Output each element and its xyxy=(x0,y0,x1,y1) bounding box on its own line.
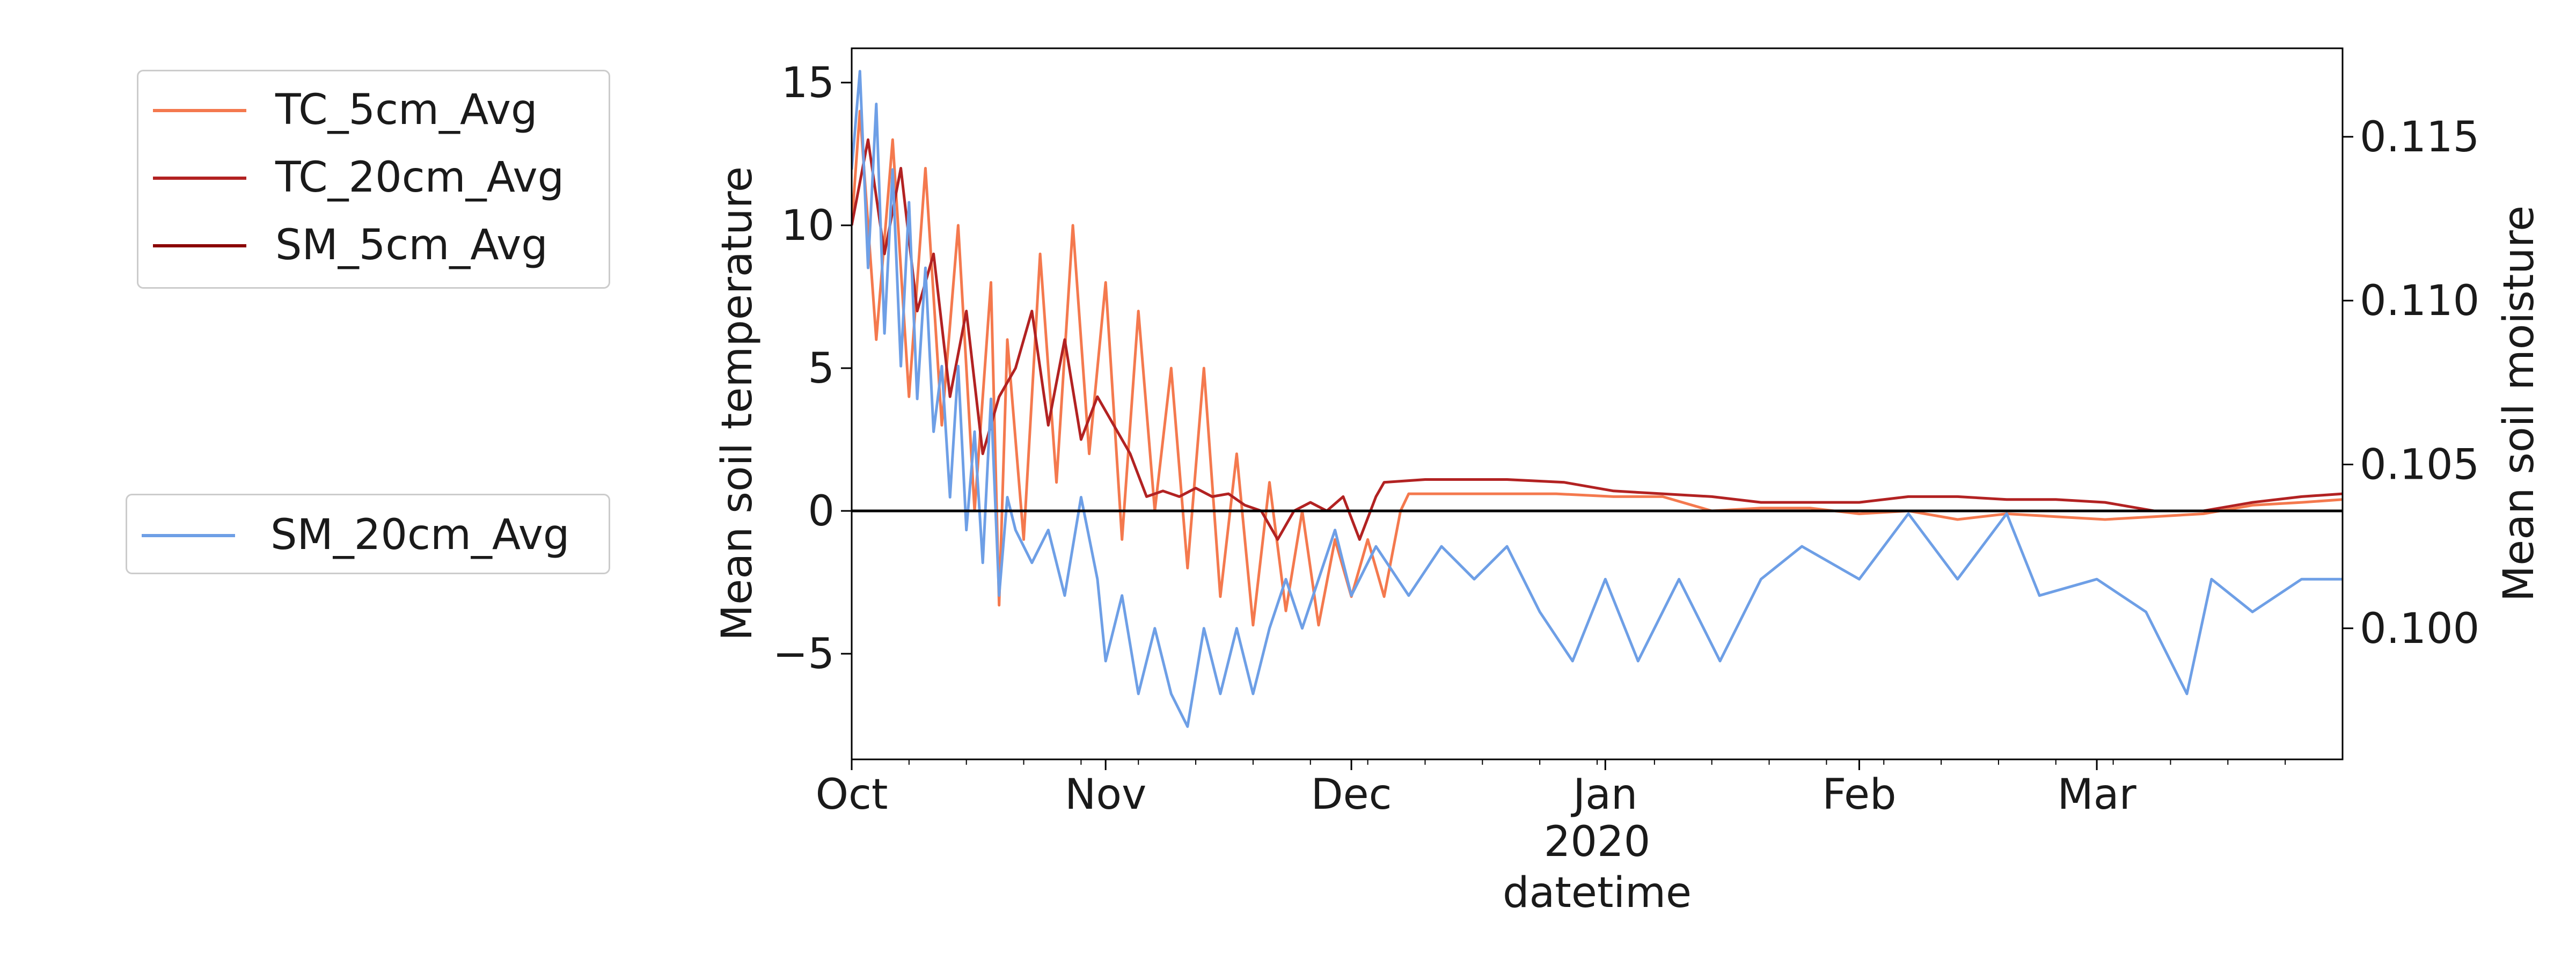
y-left-tick-label: 0 xyxy=(808,487,835,536)
legend-temperature: TC_5cm_Avg TC_20cm_Avg SM_5cm_Avg xyxy=(137,70,610,289)
y-left-tick-label: 5 xyxy=(808,345,835,393)
y-right-tick-label: 0.110 xyxy=(2360,277,2479,325)
legend-label-tc-20cm: TC_20cm_Avg xyxy=(275,153,565,202)
y-left-tick-label: −5 xyxy=(773,630,835,678)
x-tick-label: Mar xyxy=(2058,771,2137,819)
x-tick-label: Dec xyxy=(1311,771,1392,819)
x-tick-label: Jan xyxy=(1570,771,1637,819)
legend-swatch-sm-5cm xyxy=(153,244,246,247)
x-axis-year-label: 2020 xyxy=(1544,818,1651,866)
y-axis-right-title: Mean soil moisture xyxy=(2495,206,2543,602)
legend-item-tc-5cm: TC_5cm_Avg xyxy=(138,77,609,144)
y-right-tick-label: 0.115 xyxy=(2360,113,2479,162)
y-right-tick-label: 0.105 xyxy=(2360,441,2479,489)
series-layer xyxy=(852,70,2343,728)
x-axis-title: datetime xyxy=(1503,869,1692,917)
legend-item-sm-5cm: SM_5cm_Avg xyxy=(138,212,609,280)
legend-swatch-sm-20cm xyxy=(142,534,235,537)
legend-swatch-tc-20cm xyxy=(153,177,246,180)
legend-swatch-tc-5cm xyxy=(153,109,246,112)
axes-layer: 15 10 5 0 −5 0.115 0.110 0.105 0.100 Oct Nov Dec Jan… xyxy=(773,47,2479,819)
legend-item-tc-20cm: TC_20cm_Avg xyxy=(138,144,609,212)
y-right-tick-label: 0.100 xyxy=(2360,605,2479,653)
y-axis-left-title: Mean soil temperature xyxy=(713,166,762,641)
x-tick-label: Nov xyxy=(1065,771,1146,819)
legend-label-sm-5cm: SM_5cm_Avg xyxy=(275,221,548,269)
legend-moisture: SM_20cm_Avg xyxy=(126,494,610,574)
series-line-sm-20cm-avg xyxy=(852,70,2343,728)
x-tick-label: Oct xyxy=(816,771,888,819)
legend-label-sm-20cm: SM_20cm_Avg xyxy=(270,511,570,559)
legend-label-tc-5cm: TC_5cm_Avg xyxy=(275,86,538,134)
x-tick-label: Feb xyxy=(1822,771,1896,819)
series-line-tc-5cm-avg xyxy=(852,109,2343,627)
series-line-tc-20cm-avg xyxy=(852,138,2343,541)
y-left-tick-label: 15 xyxy=(781,59,835,107)
legend-item-sm-20cm: SM_20cm_Avg xyxy=(127,502,609,569)
y-left-tick-label: 10 xyxy=(781,202,835,250)
